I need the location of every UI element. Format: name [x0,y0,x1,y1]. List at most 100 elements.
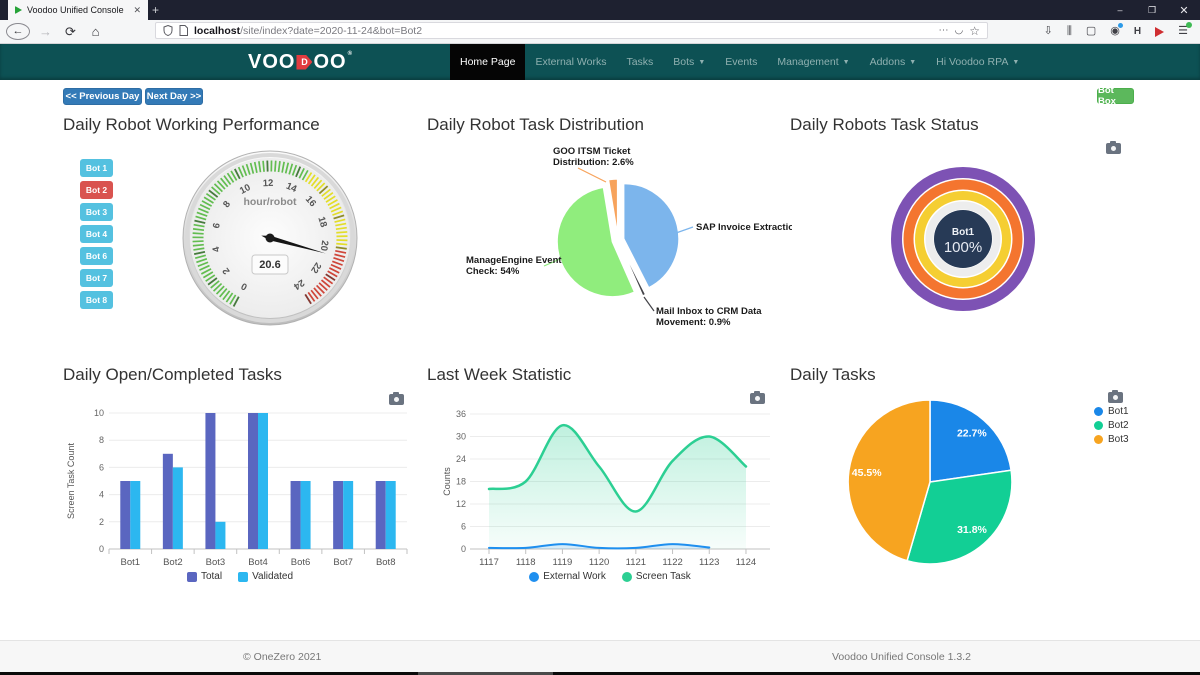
nav-item-addons[interactable]: Addons ▼ [869,56,917,68]
svg-text:Bot4: Bot4 [248,557,268,568]
legend-item-external-work[interactable]: External Work [529,571,606,582]
svg-text:ManageEngine Event: ManageEngine Event [466,255,562,266]
svg-text:0: 0 [99,544,104,554]
main-menu: Home Page External Works Tasks Bots ▼ Events M… [450,44,1029,80]
bookmark-star-icon[interactable]: ☆ [969,23,980,38]
hamburger-menu-icon[interactable]: ☰ [1178,22,1192,37]
gauge-section-title: Daily Robot Working Performance [63,115,320,134]
logo-reg-mark: ® [347,51,353,57]
forward-icon[interactable]: → [39,24,52,39]
svg-text:22.7%: 22.7% [957,428,987,440]
pie2-section-title: Daily Tasks [790,365,876,384]
svg-text:8: 8 [99,435,104,445]
url-text[interactable]: localhost/site/index?date=2020-11-24&bot… [194,25,933,37]
logo-text-post: OO [313,50,347,73]
export-pie-camera-icon[interactable] [1108,389,1123,403]
svg-text:2: 2 [220,265,232,276]
browser-tab[interactable]: Voodoo Unified Console ✕ [8,0,148,20]
previous-day-button[interactable]: << Previous Day [63,88,142,105]
donut-section-title: Daily Robots Task Status [790,115,979,134]
legend-item-validated[interactable]: Validated [238,571,293,582]
export-bar-camera-icon[interactable] [389,391,404,405]
close-icon[interactable]: ✕ [1179,4,1189,17]
svg-text:30: 30 [456,432,466,442]
svg-text:36: 36 [456,409,466,419]
shield-icon[interactable] [163,25,173,36]
bot-button-bot-2[interactable]: Bot 2 [80,181,113,199]
url-bar[interactable]: localhost/site/index?date=2020-11-24&bot… [155,22,988,39]
chevron-down-icon: ▼ [1012,58,1020,66]
svg-text:18: 18 [315,215,329,228]
next-day-button[interactable]: Next Day >> [145,88,203,105]
reload-icon[interactable]: ⟳ [65,23,76,39]
legend-item-bot1[interactable]: Bot1 [1094,406,1129,417]
legend-item-screen-task[interactable]: Screen Task [621,571,691,582]
svg-text:Bot6: Bot6 [291,557,311,568]
url-host: localhost [194,24,241,37]
minimize-icon[interactable]: – [1117,5,1123,15]
new-tab-button[interactable]: + [152,3,160,17]
export-donut-camera-icon[interactable] [1106,140,1121,154]
legend-item-bot2[interactable]: Bot2 [1094,420,1129,431]
svg-text:6: 6 [99,462,104,472]
legend-item-total[interactable]: Total [186,571,222,582]
bot-button-bot-1[interactable]: Bot 1 [80,159,113,177]
back-icon[interactable]: ← [6,23,30,40]
svg-text:Bot1: Bot1 [952,227,975,238]
svg-text:0: 0 [461,544,466,554]
sidebar-icon[interactable]: ▢ [1085,25,1097,37]
nav-item-hi-voodoo-rpa[interactable]: Hi Voodoo RPA ▼ [936,56,1020,68]
bot-button-bot-8[interactable]: Bot 8 [80,291,113,309]
nav-item-tasks[interactable]: Tasks [626,56,654,68]
svg-text:GOO ITSM Ticket: GOO ITSM Ticket [553,146,631,157]
bot-button-bot-4[interactable]: Bot 4 [80,225,113,243]
task-distribution-pie-chart: SAP Invoice Extraction: 42.5% Mail Inbox … [466,146,792,328]
svg-text:20: 20 [318,240,330,252]
svg-text:10: 10 [238,182,252,197]
tab-close-icon[interactable]: ✕ [133,4,141,15]
svg-text:22: 22 [308,260,323,275]
voodoo-extension-icon[interactable] [1155,26,1165,37]
nav-item-management[interactable]: Management ▼ [777,56,850,68]
svg-text:45.5%: 45.5% [852,467,882,479]
legend-item-bot3[interactable]: Bot3 [1094,434,1129,445]
extension-h-icon[interactable]: H [1133,25,1142,37]
svg-text:Bot3: Bot3 [206,557,226,568]
bot-button-bot-7[interactable]: Bot 7 [80,269,113,287]
home-icon[interactable]: ⌂ [91,24,100,39]
svg-text:12: 12 [456,499,466,509]
account-icon[interactable]: ◉ [1110,23,1123,37]
library-icon[interactable]: ⫼ [1066,25,1072,37]
svg-text:24: 24 [456,454,466,464]
pocket-icon[interactable]: ◡ [954,24,964,36]
svg-text:1122: 1122 [662,557,682,568]
bot-box-button[interactable]: Bot Box [1097,85,1134,107]
bot-button-bot-3[interactable]: Bot 3 [80,203,113,221]
chevron-down-icon: ▼ [909,58,917,66]
bot-button-bot-6[interactable]: Bot 6 [80,247,113,265]
page-info-icon[interactable] [179,25,188,36]
pie1-section-title: Daily Robot Task Distribution [427,115,644,134]
restore-icon[interactable]: ❐ [1147,4,1157,15]
nav-item-events[interactable]: Events [725,56,758,68]
nav-item-external-works[interactable]: External Works [535,56,607,68]
logo-play-badge-icon: D [296,54,313,70]
svg-text:20.6: 20.6 [259,259,280,271]
legend-dot [1094,421,1103,430]
svg-text:1123: 1123 [699,557,719,568]
chevron-down-icon: ▼ [842,58,850,66]
window-controls: – ❐ ✕ [1104,0,1200,20]
page-actions-icon[interactable]: ⋯ [938,24,949,36]
nav-item-bots[interactable]: Bots ▼ [673,56,706,68]
svg-text:1120: 1120 [589,557,609,568]
last-week-area-chart: 0 6 12 18 24 30 36 1117 1118 1119 1120 1121 1122 1123… [442,409,770,568]
area-section-title: Last Week Statistic [427,365,572,384]
svg-text:8: 8 [221,199,233,210]
downloads-icon[interactable]: ⇩ [1043,25,1053,37]
svg-text:4: 4 [99,490,104,500]
nav-item-home-page[interactable]: Home Page [450,44,526,80]
export-area-camera-icon[interactable] [750,390,765,404]
voodoo-logo[interactable]: VOO D OO ® [248,51,353,73]
